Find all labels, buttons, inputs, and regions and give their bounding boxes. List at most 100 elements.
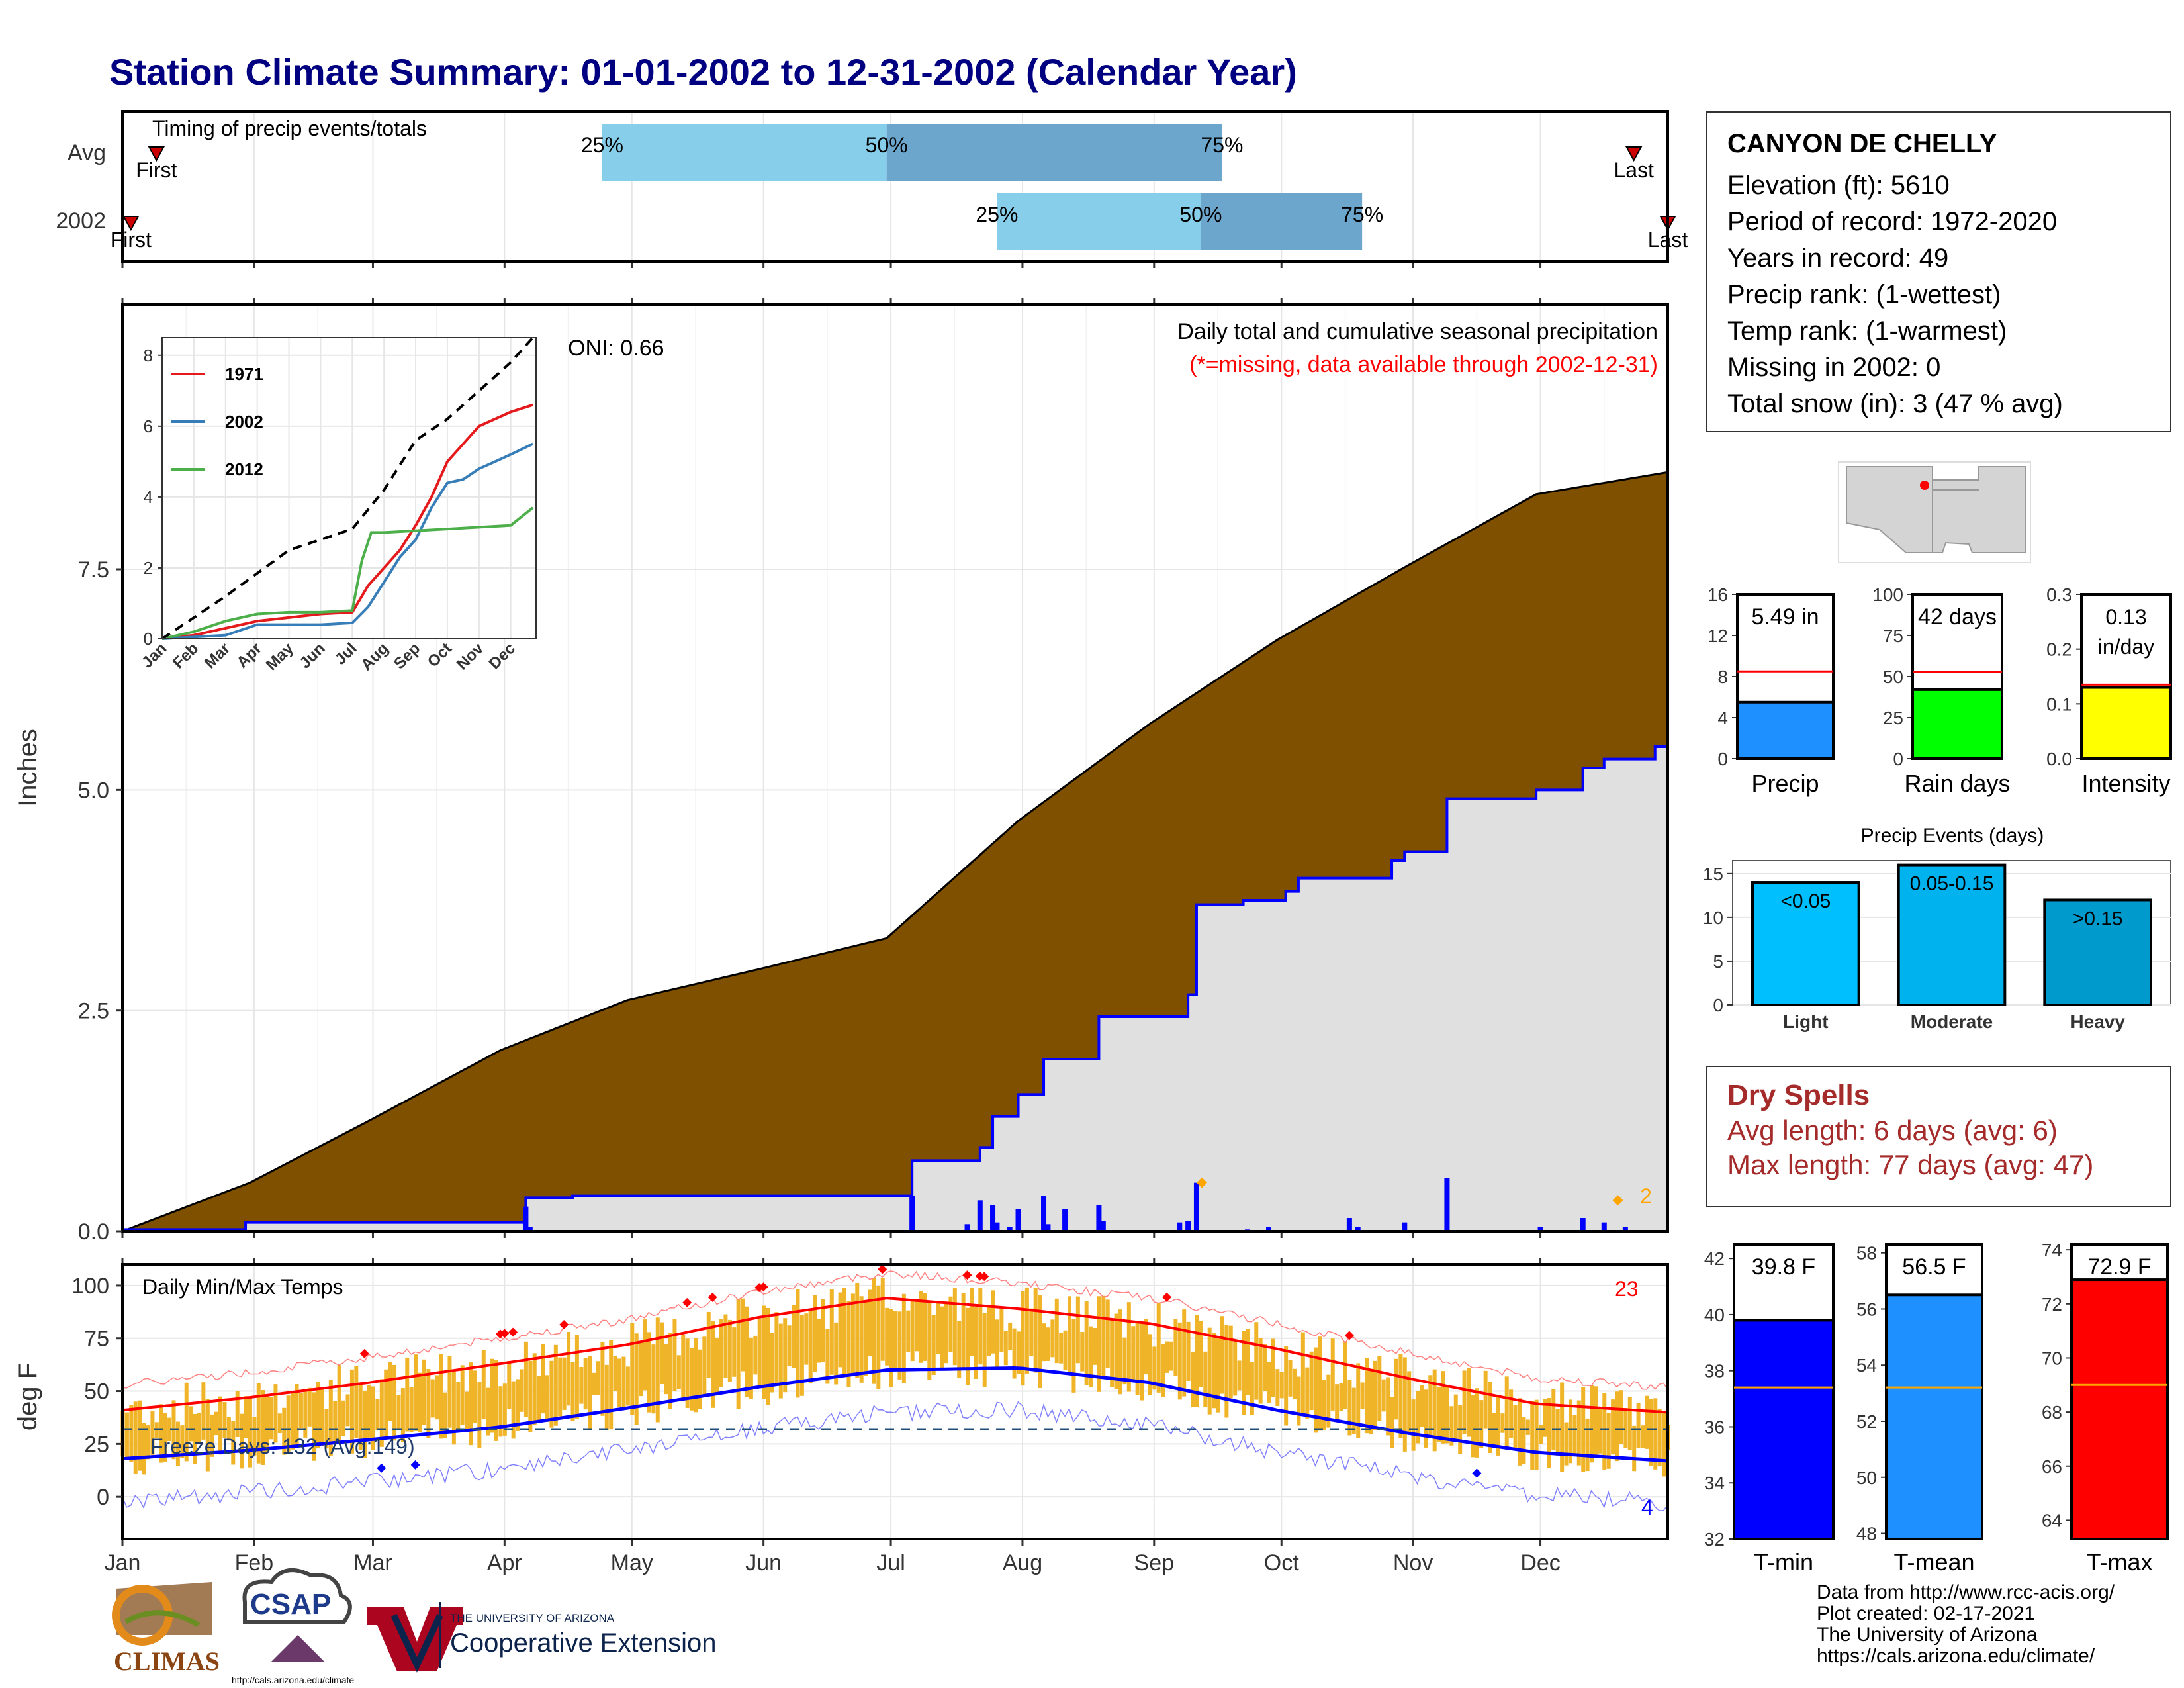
daily-temp-bar — [1398, 1354, 1403, 1438]
station-location-dot — [1920, 481, 1929, 490]
small-chart-ytick-label: 50 — [1856, 1468, 1877, 1488]
daily-temp-bar — [553, 1344, 558, 1426]
daily-temp-bar — [1492, 1413, 1496, 1448]
events-bar — [1751, 881, 1860, 1006]
daily-temp-bar — [944, 1303, 948, 1364]
daily-temp-bar — [409, 1387, 414, 1432]
small-chart-bar — [1736, 700, 1835, 760]
daily-temp-bar — [532, 1353, 537, 1425]
temp-y-label: deg F — [13, 1363, 42, 1430]
daily-temp-bar — [1224, 1325, 1229, 1418]
daily-temp-bar — [1547, 1397, 1551, 1468]
daily-temp-bar — [1263, 1344, 1267, 1391]
daily-temp-bar — [799, 1314, 804, 1396]
daily-temp-bar — [282, 1407, 287, 1455]
dry-spells-avg: Avg length: 6 days (avg: 6) — [1727, 1115, 2058, 1146]
precip-ytick-label: 5.0 — [78, 778, 109, 803]
daily-temp-bar — [1071, 1319, 1076, 1393]
small-chart-value-label: 42 days — [1918, 604, 1997, 630]
daily-temp-bar — [1059, 1332, 1064, 1364]
daily-temp-bar — [970, 1288, 974, 1356]
events-category-label: Light — [1783, 1011, 1828, 1032]
daily-temp-bar — [957, 1321, 962, 1378]
daily-temp-bar — [719, 1319, 723, 1387]
daily-temp-bar — [893, 1311, 897, 1368]
timing-label-p50: 50% — [1179, 203, 1222, 226]
daily-temp-bar — [307, 1387, 312, 1427]
daily-temp-bar — [235, 1391, 240, 1437]
month-label: Jan — [105, 1550, 141, 1575]
daily-temp-bar — [333, 1401, 338, 1442]
month-label: Aug — [1003, 1550, 1043, 1575]
daily-temp-bar — [1097, 1296, 1101, 1392]
small-chart-value-label: in/day — [2098, 635, 2154, 659]
daily-temp-bar — [1288, 1360, 1293, 1397]
daily-temp-bar — [1126, 1302, 1131, 1392]
daily-temp-bar — [1216, 1337, 1220, 1413]
daily-temp-bar — [1318, 1336, 1322, 1431]
daily-temp-bar — [694, 1338, 698, 1413]
rain-days-chart: 0 25 50 75 100 42 days Rain days — [1872, 585, 2010, 797]
small-chart-ytick-label: 75 — [1883, 626, 1903, 646]
daily-temp-bar — [1475, 1388, 1479, 1458]
precip-ytick-label: 7.5 — [78, 557, 109, 583]
daily-temp-bar — [1203, 1351, 1208, 1407]
daily-temp-bar — [523, 1341, 528, 1417]
daily-temp-bar — [146, 1425, 150, 1460]
events-ytick-label: 10 — [1703, 908, 1723, 928]
record-low-marker — [1472, 1468, 1482, 1478]
daily-temp-bar — [218, 1396, 223, 1455]
temp-ytick-label: 0 — [97, 1485, 109, 1510]
daily-temp-bar — [651, 1344, 656, 1414]
daily-precip-bar — [1062, 1209, 1068, 1231]
small-chart-ytick-label: 0.2 — [2046, 639, 2072, 660]
record-low-count: 4 — [1641, 1495, 1653, 1519]
daily-temp-bar — [749, 1337, 753, 1399]
tmean-chart: 48 50 52 54 56 58 56.5 F T-mean — [1856, 1243, 1983, 1575]
daily-temp-bar — [1377, 1356, 1382, 1421]
climas-leaf-icon — [124, 1610, 201, 1628]
daily-precip-bar — [1100, 1221, 1106, 1231]
daily-temp-bar — [778, 1323, 783, 1399]
daily-temp-bar — [1551, 1389, 1556, 1450]
month-label: Jul — [876, 1550, 905, 1575]
daily-temp-bar — [214, 1411, 218, 1436]
daily-temp-bar — [1411, 1399, 1416, 1451]
intensity-chart: 0.0 0.1 0.2 0.3 0.13 in/day Intensity — [2046, 585, 2172, 797]
record-high-marker — [707, 1292, 717, 1302]
small-chart-category-label: T-min — [1754, 1548, 1813, 1575]
daily-temp-bar — [256, 1383, 261, 1464]
daily-precip-bar — [1402, 1222, 1408, 1231]
daily-temp-bar — [124, 1412, 129, 1458]
daily-temp-bar — [770, 1333, 774, 1393]
daily-temp-bar — [991, 1290, 995, 1354]
record-low-line — [122, 1401, 1668, 1511]
daily-temp-bar — [1585, 1418, 1590, 1472]
daily-temp-bar — [1080, 1332, 1085, 1372]
timing-row-avg: Avg — [68, 140, 106, 165]
tmin-chart: 32 34 36 38 40 42 39.8 F T-min — [1704, 1243, 1835, 1575]
daily-temp-bar — [1453, 1394, 1458, 1440]
daily-temp-bar — [1530, 1401, 1535, 1470]
daily-temp-bar — [885, 1307, 889, 1366]
inset-ytick-label: 0 — [144, 629, 153, 649]
station-missing: Missing in 2002: 0 — [1727, 353, 1941, 382]
daily-temp-bar — [817, 1319, 821, 1363]
daily-temp-bar — [600, 1342, 605, 1416]
daily-temp-bar — [1029, 1308, 1034, 1356]
dry-spells-max: Max length: 77 days (avg: 47) — [1727, 1149, 2094, 1180]
daily-temp-bar — [961, 1293, 966, 1370]
daily-temp-bar — [1314, 1347, 1318, 1433]
csap-logo: CSAP http://cals.arizona.edu/climate — [232, 1568, 354, 1685]
daily-temp-bar — [604, 1364, 609, 1430]
daily-precip-bar — [1622, 1227, 1628, 1231]
temp-panel: 0 25 50 75 100 Daily Min/Max Temps Freeze Da… — [13, 1258, 1670, 1575]
daily-temp-bar — [1649, 1399, 1653, 1466]
daily-temp-bar — [1572, 1415, 1577, 1456]
station-elevation: Elevation (ft): 5610 — [1727, 171, 1950, 200]
daily-temp-bar — [876, 1286, 881, 1389]
inset-background — [162, 338, 536, 639]
daily-temp-bar — [1351, 1387, 1356, 1434]
csap-mountain-icon — [271, 1635, 324, 1662]
daily-temp-bar — [328, 1380, 333, 1456]
